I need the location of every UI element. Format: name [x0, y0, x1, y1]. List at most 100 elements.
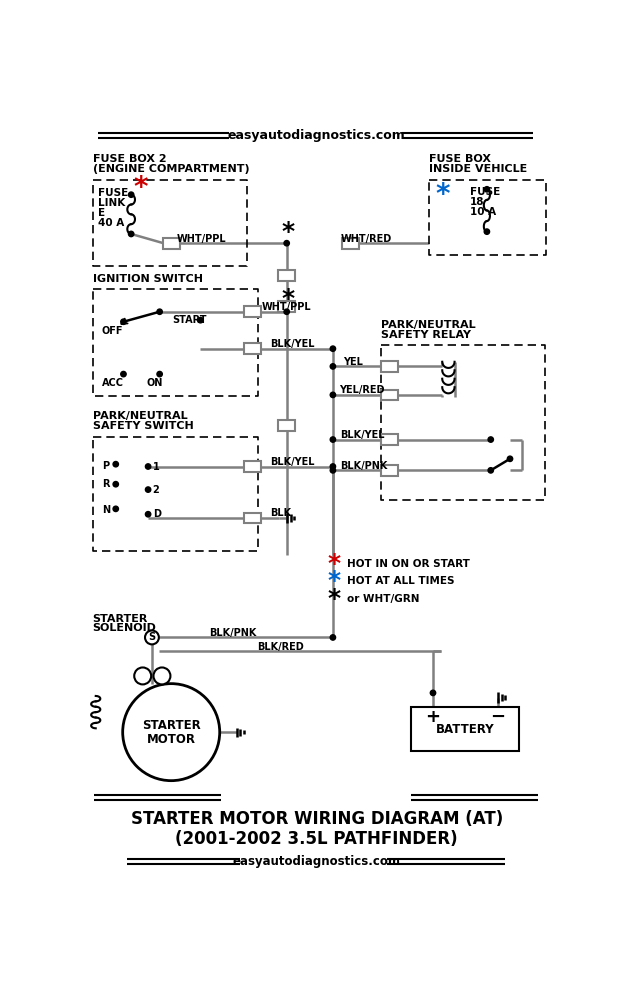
Bar: [164, 238, 180, 249]
Text: LINK: LINK: [98, 198, 125, 208]
Text: WHT/PPL: WHT/PPL: [262, 302, 311, 312]
Text: HOT IN ON OR START: HOT IN ON OR START: [347, 559, 470, 569]
Text: 2: 2: [153, 485, 159, 495]
Circle shape: [121, 371, 126, 377]
Text: BLK/YEL: BLK/YEL: [269, 339, 315, 349]
Circle shape: [153, 667, 171, 684]
Text: FUSE BOX 2: FUSE BOX 2: [93, 153, 166, 163]
Text: *: *: [436, 181, 451, 209]
Circle shape: [145, 487, 151, 492]
Bar: [381, 389, 399, 400]
Text: HOT AT ALL TIMES: HOT AT ALL TIMES: [347, 576, 454, 586]
Text: −: −: [490, 708, 506, 726]
Text: BLK/PNK: BLK/PNK: [341, 461, 388, 471]
Circle shape: [198, 318, 203, 323]
Circle shape: [145, 464, 151, 469]
Circle shape: [330, 364, 336, 369]
Text: E: E: [98, 208, 105, 218]
Circle shape: [284, 241, 289, 246]
Bar: [381, 465, 399, 476]
Circle shape: [129, 192, 134, 197]
Text: N: N: [102, 505, 110, 515]
Text: PARK/NEUTRAL: PARK/NEUTRAL: [381, 320, 476, 330]
Text: YEL/RED: YEL/RED: [339, 385, 384, 395]
Text: 1: 1: [153, 462, 159, 472]
Text: ACC: ACC: [102, 378, 124, 388]
Text: YEL: YEL: [343, 357, 363, 367]
Text: 40 A: 40 A: [98, 218, 124, 228]
Text: (2001-2002 3.5L PATHFINDER): (2001-2002 3.5L PATHFINDER): [176, 830, 458, 848]
Text: STARTER MOTOR WIRING DIAGRAM (AT): STARTER MOTOR WIRING DIAGRAM (AT): [130, 810, 503, 828]
Text: easyautodiagnostics.com: easyautodiagnostics.com: [233, 855, 400, 868]
Text: ON: ON: [146, 378, 163, 388]
Bar: [278, 420, 295, 431]
Text: *: *: [133, 174, 148, 202]
Text: S: S: [148, 632, 156, 642]
Text: FUSE BOX: FUSE BOX: [429, 153, 491, 163]
Circle shape: [121, 319, 126, 324]
Bar: [244, 306, 261, 317]
Text: PARK/NEUTRAL: PARK/NEUTRAL: [93, 411, 187, 421]
Bar: [342, 238, 359, 249]
Text: *: *: [328, 552, 341, 576]
Circle shape: [134, 667, 151, 684]
Circle shape: [145, 512, 151, 517]
Text: BLK/YEL: BLK/YEL: [341, 430, 385, 440]
Text: P: P: [102, 461, 109, 471]
Bar: [244, 343, 261, 354]
Circle shape: [430, 690, 436, 696]
Circle shape: [488, 468, 493, 473]
Text: *: *: [282, 287, 295, 311]
Circle shape: [488, 437, 493, 442]
Text: SOLENOID: SOLENOID: [93, 623, 156, 633]
Circle shape: [157, 309, 163, 314]
Circle shape: [113, 506, 119, 512]
Circle shape: [113, 482, 119, 487]
Text: easyautodiagnostics.com: easyautodiagnostics.com: [228, 129, 405, 142]
Text: WHT/RED: WHT/RED: [341, 234, 392, 244]
Bar: [278, 270, 295, 281]
Text: 18: 18: [470, 197, 485, 207]
Text: BLK/YEL: BLK/YEL: [269, 457, 315, 467]
Text: D: D: [153, 509, 161, 519]
Text: (ENGINE COMPARTMENT): (ENGINE COMPARTMENT): [93, 164, 249, 174]
Circle shape: [129, 231, 134, 237]
Bar: [412, 707, 519, 751]
Circle shape: [330, 392, 336, 398]
Text: *: *: [282, 220, 295, 244]
Bar: [381, 361, 399, 372]
Circle shape: [484, 229, 489, 234]
Circle shape: [123, 684, 220, 781]
Text: MOTOR: MOTOR: [146, 733, 196, 746]
Text: START: START: [173, 315, 207, 325]
Circle shape: [330, 464, 336, 469]
Text: BLK: BLK: [269, 508, 291, 518]
Bar: [244, 513, 261, 523]
Text: or WHT/GRN: or WHT/GRN: [347, 594, 419, 604]
Circle shape: [284, 309, 289, 314]
Text: 10 A: 10 A: [470, 207, 496, 217]
Bar: [244, 461, 261, 472]
Bar: [381, 434, 399, 445]
Text: BLK/PNK: BLK/PNK: [209, 628, 256, 638]
Text: R: R: [102, 479, 109, 489]
Circle shape: [330, 346, 336, 351]
Text: STARTER: STARTER: [93, 614, 148, 624]
Text: IGNITION SWITCH: IGNITION SWITCH: [93, 274, 203, 284]
Text: BATTERY: BATTERY: [436, 723, 494, 736]
Circle shape: [145, 631, 159, 644]
Text: SAFETY RELAY: SAFETY RELAY: [381, 330, 472, 340]
Bar: [278, 301, 295, 312]
Circle shape: [113, 461, 119, 467]
Text: WHT/PPL: WHT/PPL: [177, 234, 227, 244]
Circle shape: [484, 187, 489, 192]
Text: FUSE: FUSE: [470, 187, 500, 197]
Text: *: *: [328, 587, 341, 611]
Text: +: +: [426, 708, 441, 726]
Circle shape: [330, 635, 336, 640]
Text: STARTER: STARTER: [142, 719, 201, 732]
Circle shape: [330, 468, 336, 473]
Text: OFF: OFF: [102, 326, 124, 336]
Text: *: *: [328, 569, 341, 593]
Circle shape: [330, 437, 336, 442]
